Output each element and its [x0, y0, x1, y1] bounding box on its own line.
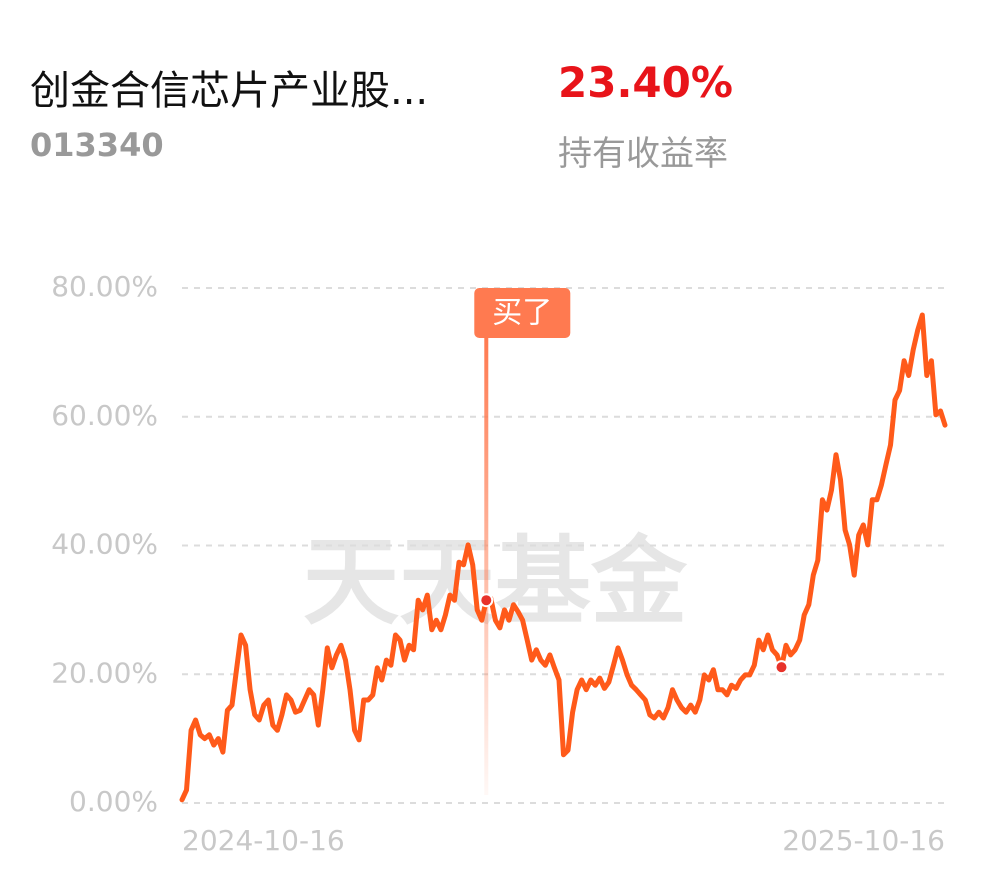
return-value: 23.40%	[558, 58, 733, 107]
y-tick-label: 80.00%	[51, 270, 158, 303]
buy-tag-label: 买了	[492, 296, 552, 331]
return-label: 持有收益率	[558, 134, 728, 174]
y-tick-label: 60.00%	[51, 399, 158, 432]
line	[179, 312, 948, 803]
y-tick-label: 40.00%	[51, 528, 158, 561]
buy-tag	[474, 288, 571, 338]
x-tick-label: 2025-10-16	[782, 824, 945, 857]
fund-code: 013340	[30, 126, 164, 164]
fund-title: 创金合信芯片产业股...	[30, 68, 429, 114]
marker-dot	[774, 660, 789, 675]
x-tick-label: 2024-10-16	[182, 824, 345, 857]
buy-line	[484, 338, 489, 795]
y-tick-label: 0.00%	[69, 785, 158, 818]
y-tick-label: 20.00%	[51, 656, 158, 689]
marker-dot	[479, 593, 494, 608]
